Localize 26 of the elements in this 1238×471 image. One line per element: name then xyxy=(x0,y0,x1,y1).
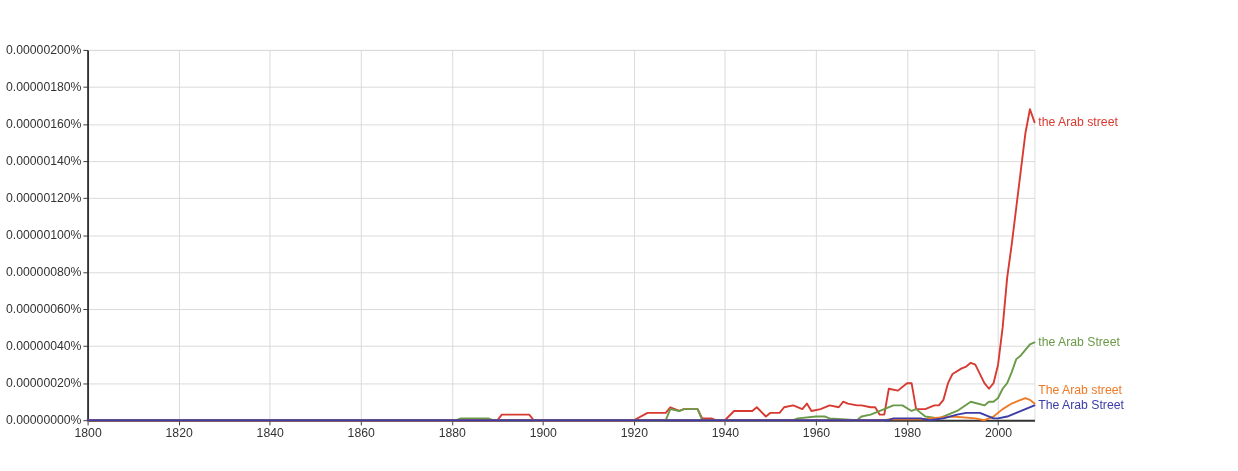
series-label: The Arab street xyxy=(1038,382,1123,397)
x-tick-label: 1840 xyxy=(256,425,284,440)
y-tick-label: 0.00000180% xyxy=(5,80,82,95)
x-tick-label: 1900 xyxy=(529,425,558,440)
x-tick-label: 1920 xyxy=(620,425,649,440)
series-label: the Arab Street xyxy=(1038,335,1121,350)
y-tick-label: 0.00000020% xyxy=(5,376,82,391)
y-tick-label: 0.00000060% xyxy=(5,302,82,317)
series-label: The Arab Street xyxy=(1038,398,1125,413)
y-tick-label: 0.00000200% xyxy=(5,43,82,58)
series-label: the Arab street xyxy=(1038,114,1119,129)
x-tick-label: 1860 xyxy=(347,425,376,440)
y-tick-label: 0.00000080% xyxy=(5,265,82,280)
x-tick-label: 1960 xyxy=(802,425,831,440)
x-tick-label: 2000 xyxy=(984,425,1013,440)
y-tick-label: 0.00000000% xyxy=(5,413,82,428)
y-tick-label: 0.00000100% xyxy=(5,228,82,243)
y-tick-label: 0.00000160% xyxy=(5,117,82,132)
y-tick-label: 0.00000140% xyxy=(5,154,82,169)
x-tick-label: 1980 xyxy=(893,425,922,440)
y-tick-label: 0.00000120% xyxy=(5,191,82,206)
x-tick-label: 1820 xyxy=(165,425,193,440)
y-tick-label: 0.00000040% xyxy=(5,339,82,354)
x-tick-label: 1800 xyxy=(74,425,102,440)
x-tick-label: 1940 xyxy=(711,425,740,440)
x-tick-label: 1880 xyxy=(438,425,467,440)
